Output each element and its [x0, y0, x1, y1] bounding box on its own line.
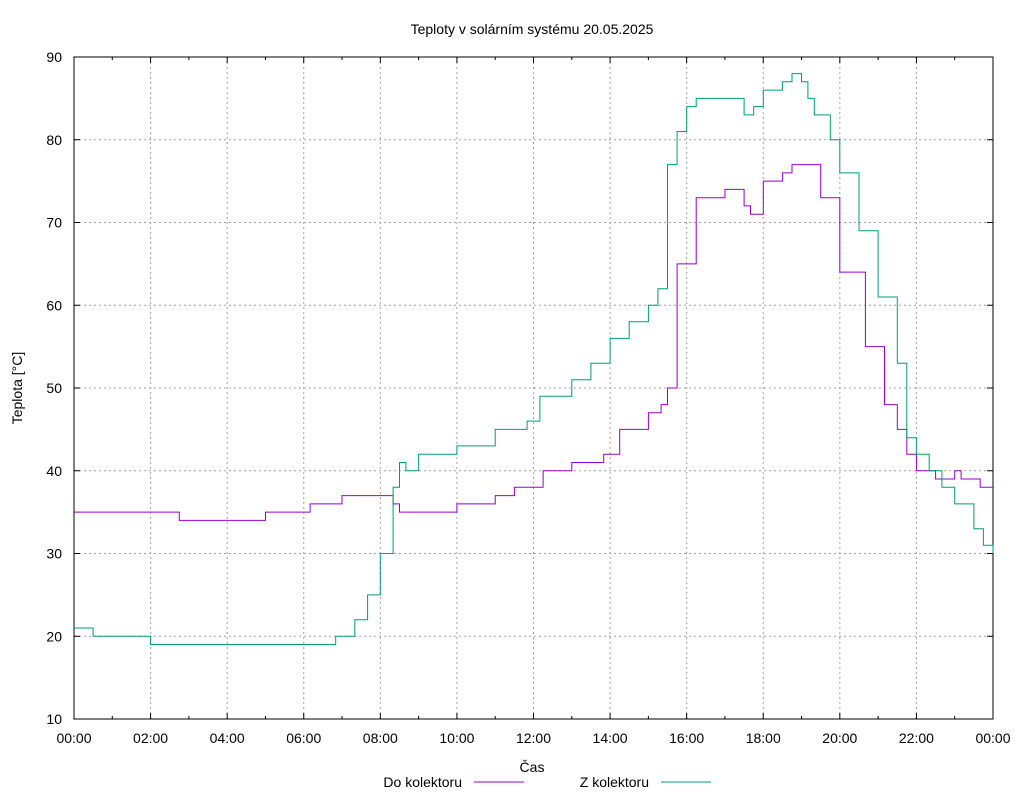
y-tick-label: 60	[46, 297, 62, 313]
x-tick-label: 22:00	[899, 730, 934, 746]
x-tick-label: 14:00	[593, 730, 628, 746]
legend-label-do-kolektoru: Do kolektoru	[383, 774, 462, 790]
x-tick-label: 02:00	[133, 730, 168, 746]
y-tick-label: 70	[46, 215, 62, 231]
x-tick-label: 04:00	[210, 730, 245, 746]
x-tick-label: 00:00	[56, 730, 91, 746]
series-layer	[74, 73, 994, 645]
legend: Do kolektoru Z kolektoru	[383, 774, 711, 790]
y-tick-label: 20	[46, 628, 62, 644]
legend-label-z-kolektoru: Z kolektoru	[580, 774, 649, 790]
y-tick-label: 90	[46, 49, 62, 65]
x-tick-label: 12:00	[516, 730, 551, 746]
x-tick-label: 16:00	[669, 730, 704, 746]
x-tick-label: 06:00	[286, 730, 321, 746]
series-line-z-kolektoru	[74, 73, 994, 645]
y-tick-label: 40	[46, 463, 62, 479]
y-tick-label: 30	[46, 546, 62, 562]
y-axis-label: Teplota [°C]	[9, 352, 25, 425]
axis-ticks: 10 20 30 40 50 60 70 80 90 00:00 02:00 04:00 06:00 08…	[46, 49, 1010, 746]
x-tick-label: 10:00	[439, 730, 474, 746]
x-tick-label: 08:00	[363, 730, 398, 746]
x-tick-label: 00:00	[975, 730, 1010, 746]
chart-title: Teploty v solárním systému 20.05.2025	[411, 21, 654, 37]
y-tick-label: 80	[46, 132, 62, 148]
y-tick-label: 50	[46, 380, 62, 396]
x-tick-label: 20:00	[822, 730, 857, 746]
y-tick-label: 10	[46, 711, 62, 727]
x-tick-label: 18:00	[746, 730, 781, 746]
x-axis-label: Čas	[520, 759, 545, 775]
